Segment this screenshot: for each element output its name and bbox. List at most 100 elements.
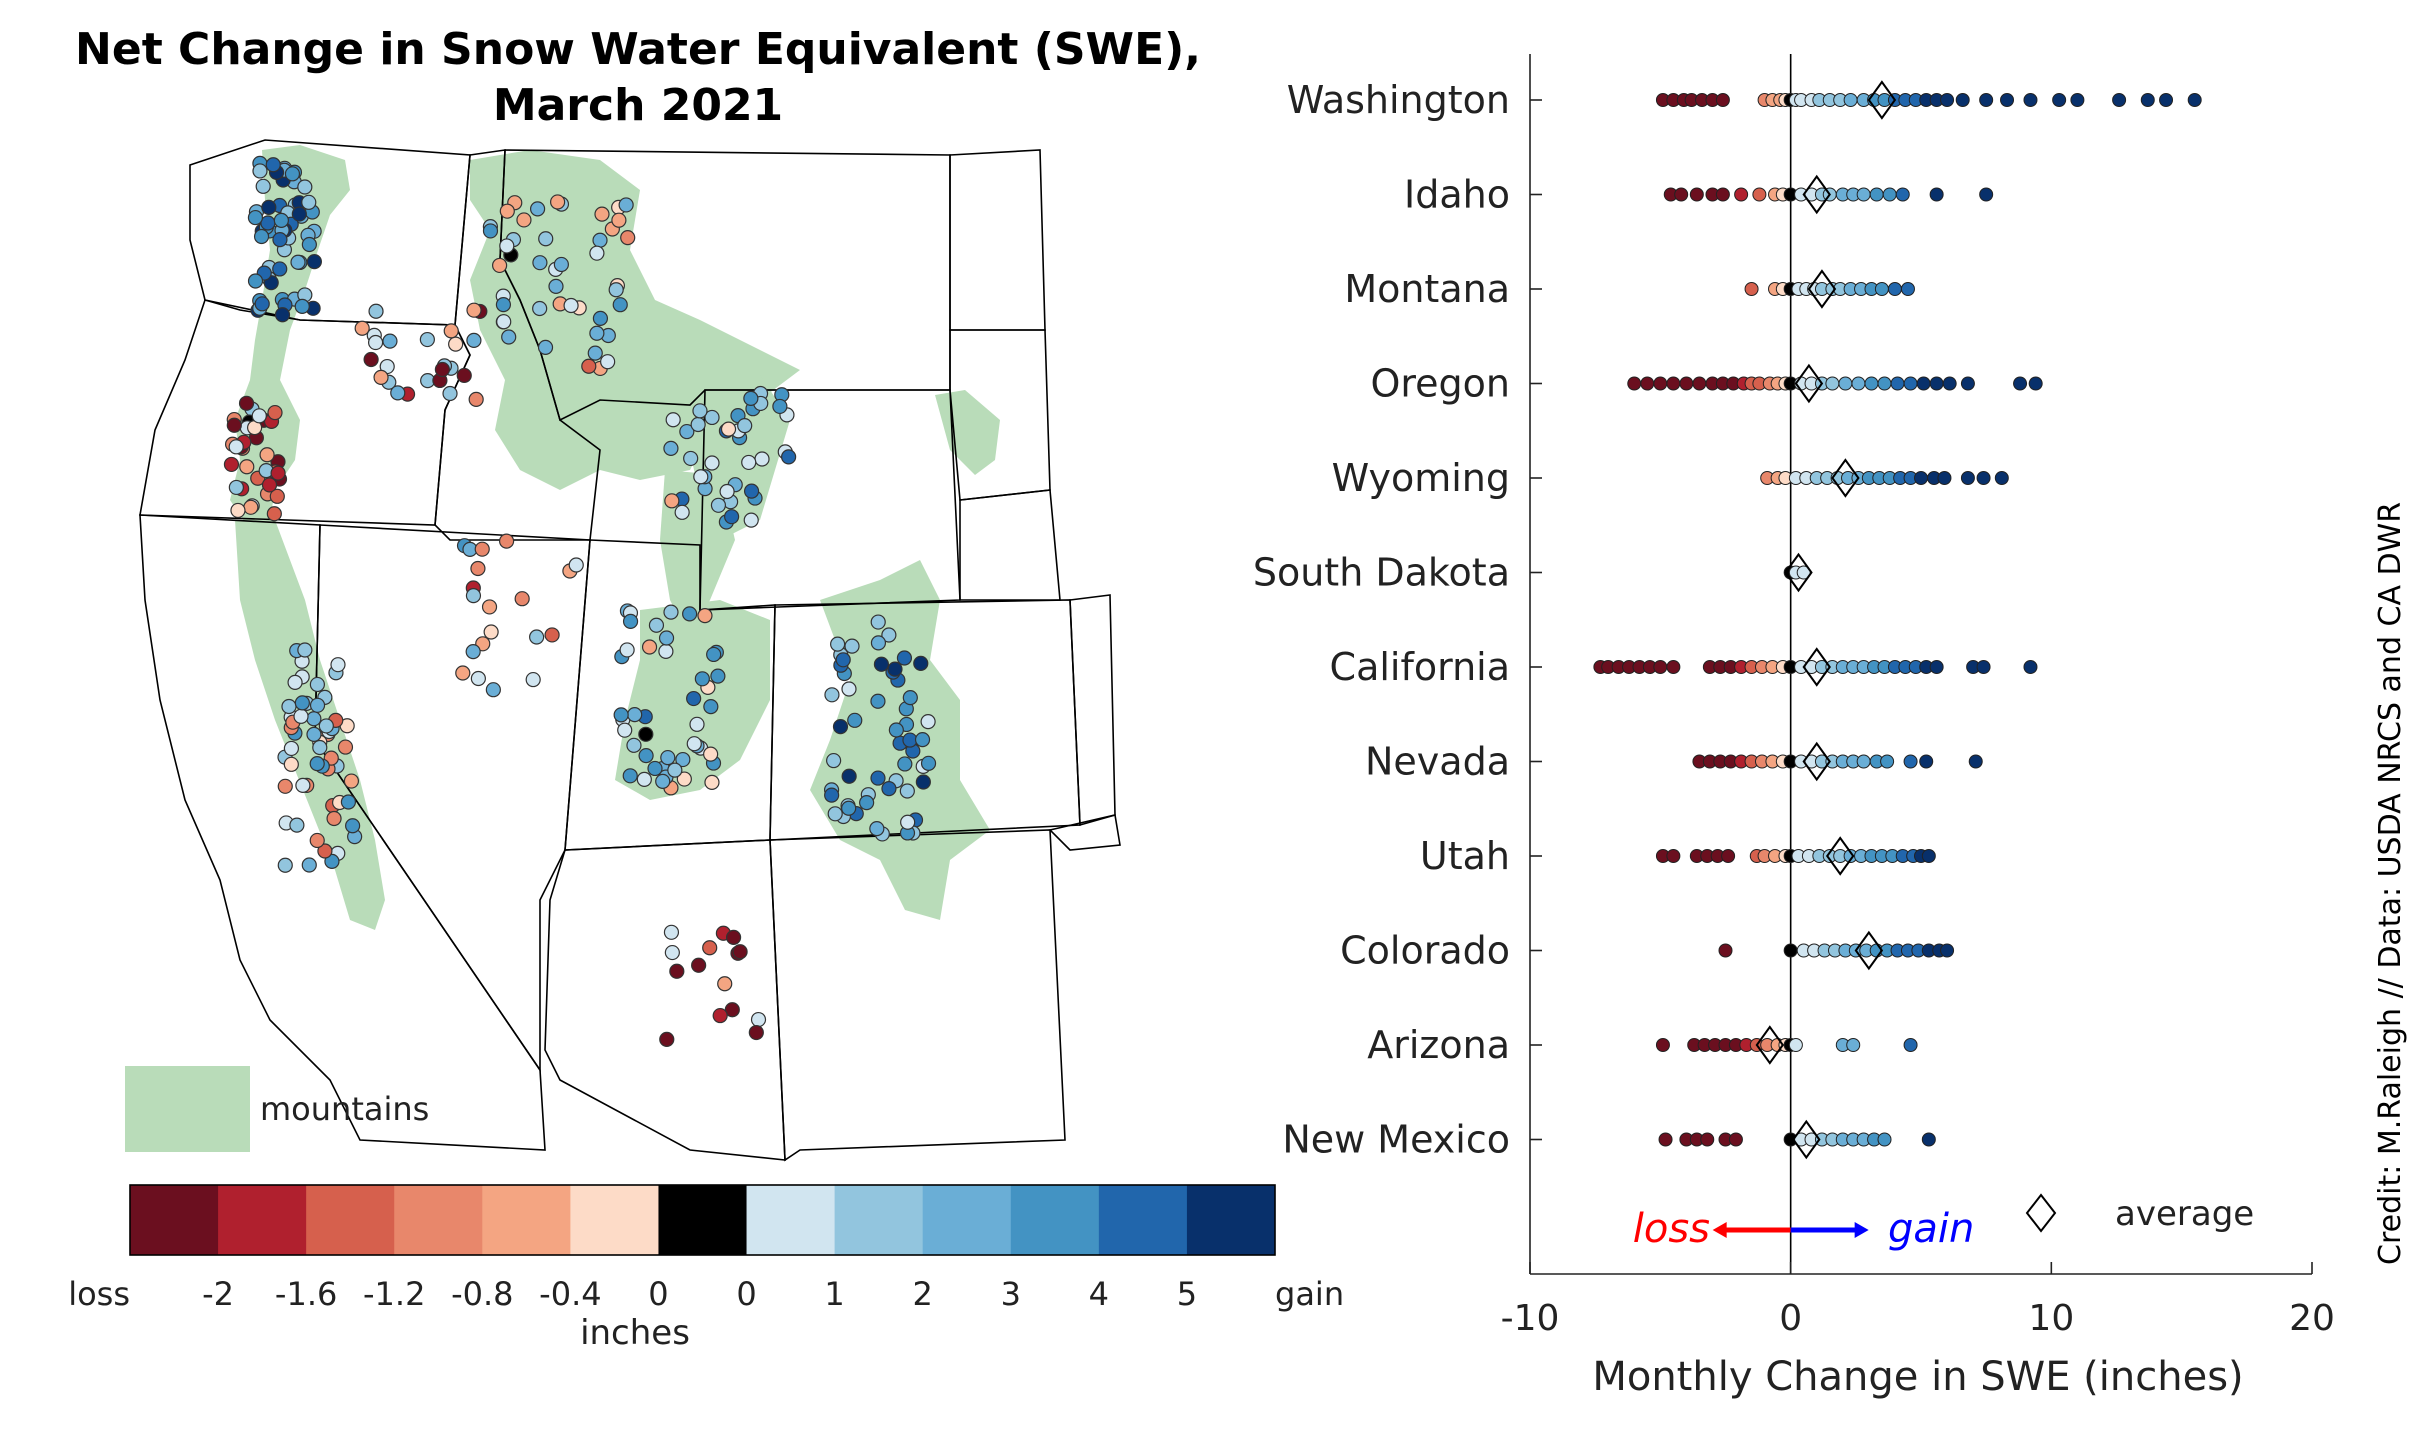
station-marker xyxy=(897,756,913,772)
outline-ne xyxy=(959,489,1061,601)
data-point xyxy=(1921,1132,1936,1147)
station-marker xyxy=(870,635,887,651)
x-axis-label: Monthly Change in SWE (inches) xyxy=(1592,1354,2243,1400)
data-point xyxy=(2023,660,2038,674)
station-marker xyxy=(720,421,737,437)
state-row xyxy=(1655,80,2202,120)
station-marker xyxy=(324,853,340,869)
average-marker xyxy=(1807,269,1837,309)
colorbar-cell xyxy=(834,1185,924,1255)
data-point xyxy=(1890,376,1905,391)
station-marker xyxy=(281,698,297,715)
station-marker xyxy=(239,459,255,475)
data-point xyxy=(2028,376,2043,391)
station-marker xyxy=(272,261,288,277)
data-point xyxy=(1653,376,1668,391)
station-marker xyxy=(748,1024,764,1041)
state-row xyxy=(1692,741,1983,782)
station-marker xyxy=(485,682,501,698)
station-marker xyxy=(514,591,530,607)
state-label: Washington xyxy=(1287,78,1510,122)
data-point xyxy=(1744,282,1759,296)
station-marker xyxy=(581,358,597,374)
station-marker xyxy=(844,638,860,654)
station-marker xyxy=(914,731,931,748)
station-marker xyxy=(710,497,727,513)
station-marker xyxy=(691,957,707,973)
station-marker xyxy=(667,762,683,778)
average-marker xyxy=(1831,458,1860,498)
station-marker xyxy=(683,450,699,467)
outline-nd xyxy=(949,149,1046,331)
station-marker xyxy=(223,456,240,473)
station-marker xyxy=(343,773,360,789)
state-label: Arizona xyxy=(1367,1023,1510,1067)
station-marker xyxy=(743,512,759,528)
station-marker xyxy=(291,206,307,222)
station-marker xyxy=(689,716,705,732)
station-marker xyxy=(277,857,293,873)
data-point xyxy=(1929,187,1944,202)
gain-label: gain xyxy=(1888,1206,1974,1252)
data-point xyxy=(1796,565,1811,580)
station-marker xyxy=(550,194,566,210)
data-point xyxy=(1903,754,1918,769)
station-marker xyxy=(293,708,309,724)
data-point xyxy=(1851,376,1866,391)
station-marker xyxy=(253,228,270,245)
gain-arrow-head xyxy=(1854,1222,1869,1238)
station-marker xyxy=(660,749,676,766)
station-marker xyxy=(881,627,897,643)
data-point xyxy=(1979,187,1994,202)
data-point xyxy=(1640,376,1655,391)
colorbar-tick-label: 0 xyxy=(648,1275,668,1313)
station-marker xyxy=(448,336,464,352)
state-row xyxy=(1655,1025,1918,1065)
station-marker xyxy=(712,1007,728,1024)
station-marker xyxy=(289,817,305,833)
station-marker xyxy=(869,821,885,837)
station-marker xyxy=(382,333,398,349)
colorbar-cell xyxy=(922,1185,1012,1255)
station-marker xyxy=(896,650,913,666)
station-marker xyxy=(326,810,342,827)
station-marker xyxy=(620,230,636,246)
station-marker xyxy=(724,1002,740,1018)
loss-label: loss xyxy=(1633,1206,1710,1252)
data-point xyxy=(1666,376,1681,391)
station-marker xyxy=(553,256,569,273)
station-marker xyxy=(859,795,875,811)
station-marker xyxy=(294,695,310,711)
colorbar-cell xyxy=(130,1185,219,1255)
map-panel: Net Change in Snow Water Equivalent (SWE… xyxy=(68,24,1344,1353)
state-label: California xyxy=(1330,645,1510,689)
station-marker xyxy=(465,644,481,660)
colorbar-border xyxy=(129,1184,1276,1256)
station-marker xyxy=(692,403,708,419)
station-marker xyxy=(830,636,846,652)
station-marker xyxy=(419,331,435,348)
data-point xyxy=(1666,849,1681,863)
station-marker xyxy=(273,212,289,228)
mountains-legend-swatch xyxy=(125,1066,250,1152)
data-point xyxy=(2159,93,2174,107)
data-point xyxy=(1914,471,1928,485)
data-point xyxy=(1976,471,1991,485)
station-marker xyxy=(618,197,634,213)
average-marker xyxy=(1755,1025,1785,1065)
colorbar-tick-label: -0.8 xyxy=(451,1275,513,1313)
station-marker xyxy=(587,345,603,361)
data-point xyxy=(1874,282,1889,296)
station-marker xyxy=(641,639,658,655)
station-marker xyxy=(529,629,545,645)
state-label: Wyoming xyxy=(1332,456,1510,500)
station-marker xyxy=(674,504,690,520)
station-marker xyxy=(682,606,698,622)
data-point xyxy=(1877,1132,1892,1147)
data-point xyxy=(1903,1038,1918,1052)
station-marker xyxy=(663,604,679,620)
station-marker xyxy=(287,674,303,690)
station-marker xyxy=(537,339,554,355)
station-marker xyxy=(544,627,560,643)
station-marker xyxy=(274,307,291,323)
